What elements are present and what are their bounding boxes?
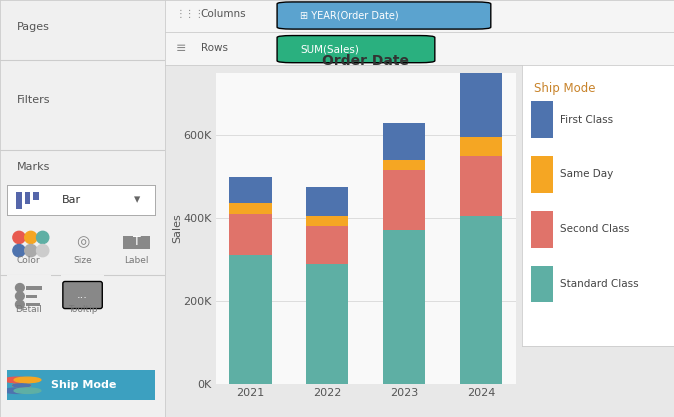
Circle shape: [25, 244, 37, 257]
Bar: [306, 264, 348, 384]
Bar: [532, 266, 553, 302]
Text: Tooltip: Tooltip: [68, 304, 97, 314]
Bar: [26, 286, 42, 290]
Bar: [383, 123, 425, 160]
Text: Standard Class: Standard Class: [560, 279, 639, 289]
Circle shape: [36, 244, 49, 257]
Bar: [306, 187, 348, 216]
Bar: [16, 192, 22, 209]
Bar: [24, 192, 30, 204]
Bar: [460, 137, 502, 156]
Circle shape: [4, 377, 30, 383]
Bar: [532, 101, 553, 138]
Text: T: T: [133, 235, 140, 248]
Circle shape: [16, 300, 24, 309]
Text: Color: Color: [17, 256, 40, 265]
Circle shape: [36, 231, 49, 244]
FancyBboxPatch shape: [63, 281, 102, 309]
Circle shape: [16, 284, 24, 292]
Text: Rows: Rows: [201, 43, 228, 53]
Bar: [229, 203, 272, 214]
Text: ◎: ◎: [76, 234, 89, 249]
Circle shape: [16, 292, 24, 300]
Text: Detail: Detail: [16, 304, 42, 314]
Text: Pages: Pages: [17, 22, 49, 32]
Bar: [123, 236, 150, 249]
Bar: [532, 211, 553, 248]
Circle shape: [25, 231, 37, 244]
Text: Marks: Marks: [17, 162, 50, 172]
Text: ▾: ▾: [134, 193, 140, 206]
Bar: [383, 230, 425, 384]
Bar: [34, 192, 39, 200]
Text: ≡: ≡: [175, 42, 186, 55]
Circle shape: [4, 388, 30, 393]
Bar: [383, 170, 425, 230]
Text: Size: Size: [73, 256, 92, 265]
Text: Columns: Columns: [201, 9, 247, 19]
Circle shape: [14, 377, 41, 383]
Text: Ship Mode: Ship Mode: [51, 380, 117, 390]
Circle shape: [14, 388, 41, 393]
Bar: [306, 226, 348, 264]
Bar: [26, 303, 40, 306]
Circle shape: [13, 384, 30, 387]
Text: Second Class: Second Class: [560, 224, 630, 234]
Bar: [229, 214, 272, 255]
Title: Order Date: Order Date: [322, 54, 409, 68]
Circle shape: [13, 384, 30, 387]
FancyBboxPatch shape: [277, 2, 491, 29]
Bar: [383, 160, 425, 170]
Text: Filters: Filters: [17, 95, 50, 105]
Text: ...: ...: [77, 290, 88, 300]
Text: Sales: Sales: [173, 214, 182, 243]
Text: First Class: First Class: [560, 115, 613, 125]
Text: ⋮⋮⋮: ⋮⋮⋮: [175, 9, 204, 19]
Bar: [229, 255, 272, 384]
Bar: [460, 216, 502, 384]
Bar: [460, 52, 502, 137]
Text: ⊞ YEAR(Order Date): ⊞ YEAR(Order Date): [300, 10, 398, 20]
Circle shape: [13, 244, 25, 257]
Circle shape: [13, 231, 25, 244]
FancyBboxPatch shape: [1, 369, 161, 402]
Bar: [229, 176, 272, 203]
Bar: [306, 216, 348, 226]
Text: SUM(Sales): SUM(Sales): [300, 44, 359, 54]
Bar: [460, 156, 502, 216]
Circle shape: [13, 384, 30, 387]
Text: Ship Mode: Ship Mode: [534, 82, 596, 95]
Bar: [26, 295, 37, 298]
FancyBboxPatch shape: [277, 35, 435, 63]
Text: Same Day: Same Day: [560, 169, 613, 179]
Text: Bar: Bar: [61, 195, 81, 205]
Bar: [532, 156, 553, 193]
Text: Label: Label: [124, 256, 149, 265]
Circle shape: [13, 384, 30, 387]
